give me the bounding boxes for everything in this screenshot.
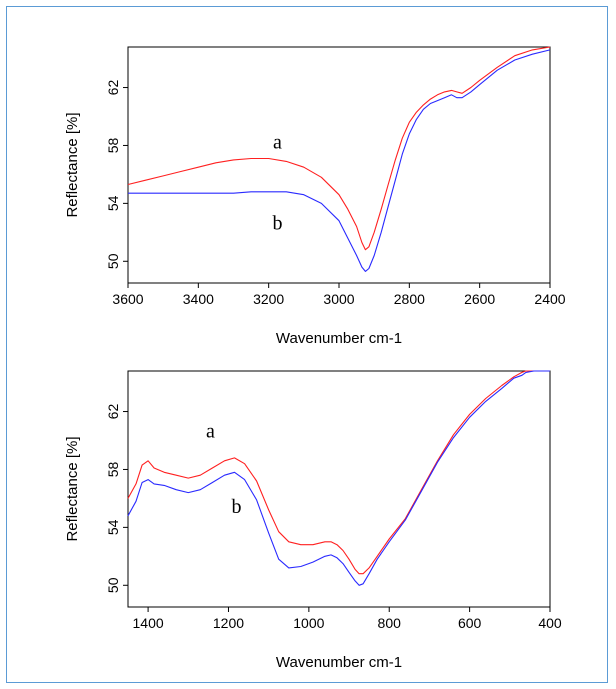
y-ticks-bottom: 50 54 58 62: [105, 404, 128, 593]
y-axis-title-top: Reflectance [%]: [64, 112, 81, 217]
series-line-a: [127, 370, 550, 575]
curve-label-a: a: [206, 421, 215, 443]
plot-area-bottom: [127, 370, 551, 608]
curve-label-a: a: [273, 131, 282, 153]
x-tick-label: 800: [378, 615, 402, 631]
y-tick-label: 54: [105, 195, 121, 211]
series-line-b: [127, 370, 550, 586]
y-axis-title-bottom: Reflectance [%]: [64, 436, 81, 541]
x-tick-label: 2800: [394, 291, 425, 307]
x-tick-label: 1000: [293, 615, 324, 631]
x-ticks-top: 3600 3400 3200 3000 2800 2600 2400: [112, 283, 566, 307]
x-axis-title-bottom: Wavenumber cm-1: [276, 654, 402, 671]
series-layer-bottom: [127, 370, 550, 586]
y-tick-label: 50: [105, 253, 121, 269]
curve-labels-bottom: ab: [206, 421, 242, 518]
x-ticks-bottom: 1400 1200 1000 800 600 400: [133, 607, 562, 631]
y-tick-label: 62: [105, 404, 121, 420]
x-axis-title-top: Wavenumber cm-1: [276, 330, 402, 347]
series-line-a: [127, 46, 551, 251]
x-tick-label: 600: [458, 615, 482, 631]
curve-label-b: b: [232, 496, 242, 518]
y-tick-label: 62: [105, 80, 121, 96]
x-tick-label: 2400: [534, 291, 565, 307]
curve-label-b: b: [272, 212, 282, 234]
x-tick-label: 3000: [323, 291, 354, 307]
y-tick-label: 54: [105, 519, 121, 535]
y-tick-label: 58: [105, 461, 121, 477]
x-tick-label: 3600: [112, 291, 143, 307]
series-line-b: [128, 49, 551, 272]
x-tick-label: 2600: [464, 291, 495, 307]
figure-frame: [6, 6, 608, 683]
y-ticks-top: 50 54 58 62: [105, 80, 128, 269]
y-tick-label: 50: [105, 577, 121, 593]
plot-area-top: [127, 46, 551, 284]
y-tick-label: 58: [105, 137, 121, 153]
curve-labels-top: ab: [272, 131, 282, 234]
x-tick-label: 3200: [253, 291, 284, 307]
x-tick-label: 400: [538, 615, 562, 631]
x-tick-label: 1400: [133, 615, 164, 631]
x-tick-label: 3400: [183, 291, 214, 307]
series-layer-top: [127, 46, 551, 272]
x-tick-label: 1200: [213, 615, 244, 631]
